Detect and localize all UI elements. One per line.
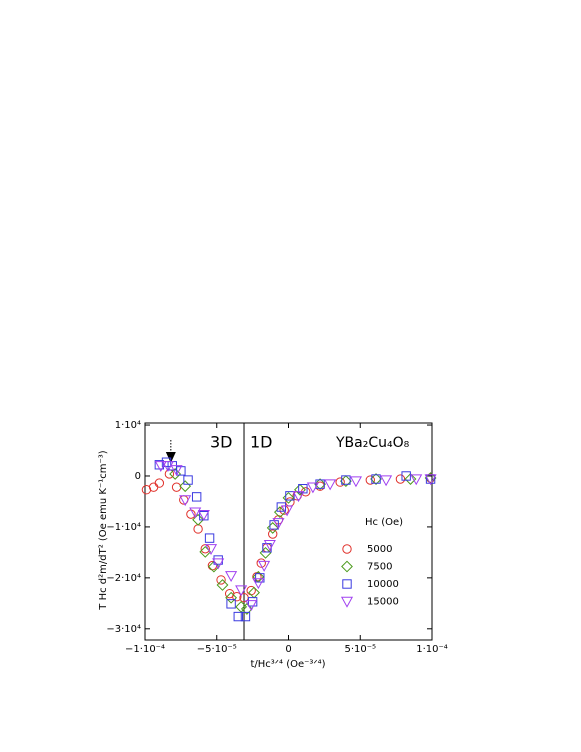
annotation-compound: YBa₂Cu₄O₈ [335,435,410,451]
data-point [266,522,279,534]
data-point [216,579,229,591]
annotation-3d: 3D [210,433,233,452]
legend-marker [340,596,354,608]
legend-label: 15000 [367,597,399,608]
data-point [410,474,423,486]
data-point [240,611,251,622]
data-point [395,474,406,484]
data-point [212,558,225,570]
y-axis-label: T Hc d²m/dT² (Oe emu K⁻¹cm⁻³) [98,450,109,610]
data-point [276,502,287,512]
data-point [248,586,260,599]
data-point [216,575,226,585]
data-point [281,505,294,517]
data-point [232,592,242,602]
data-point [226,599,236,609]
data-point [424,474,437,486]
x-tick-label: −1·10⁻⁴ [125,644,165,655]
data-point [204,533,215,543]
legend-label: 7500 [367,562,392,573]
legend-title: Hc (Oe) [365,517,403,528]
data-point [341,475,351,485]
data-point [179,495,192,507]
data-point [247,597,258,607]
x-tick-label: 5·10⁻⁵ [344,644,376,655]
y-tick-label: 1·10⁴ [115,420,141,431]
data-point [258,560,271,572]
data-point [189,507,202,519]
y-tick-label: −1·10⁴ [106,522,141,533]
data-point [401,471,411,481]
data-point [335,477,345,487]
data-point [204,544,218,556]
data-point [199,511,209,521]
data-point [282,491,295,504]
data-point [193,524,203,534]
data-point [314,478,326,491]
data-point [245,600,258,612]
data-point [315,479,325,489]
data-point [259,546,272,559]
data-point [256,558,266,568]
data-point [294,483,306,496]
data-point [255,573,265,583]
legend-marker [342,579,352,589]
data-point [365,475,375,485]
y-tick-label: −3·10⁴ [106,624,141,635]
data-point [324,479,337,491]
data-point [370,473,382,485]
data-point [285,491,295,501]
data-point [252,578,265,590]
data-point [268,529,278,539]
x-tick-label: −5·10⁻⁵ [197,644,237,655]
data-point [235,600,248,613]
data-point [240,603,253,615]
x-tick-label: 1·10⁻⁴ [416,644,448,655]
data-point [161,457,172,467]
data-point [170,465,183,477]
data-point [292,491,305,503]
data-point [161,461,175,473]
data-point [197,509,210,521]
annotation-1d: 1D [250,433,273,452]
legend-label: 10000 [367,579,399,590]
x-axis-label: t/Hc³ᐟ⁴ (Oe⁻³ᐟ⁴) [250,659,325,670]
data-point [171,482,182,492]
data-point [225,571,238,583]
data-point [179,480,192,493]
data-point [380,475,393,487]
data-point [339,475,352,487]
data-point [371,474,381,484]
data-point [141,485,152,495]
data-point [233,611,243,622]
x-tick-label: 0 [285,644,291,655]
data-point [273,506,286,519]
y-tick-label: −2·10⁴ [106,573,141,584]
legend-marker [342,544,352,554]
data-point [263,540,276,551]
data-point [235,585,248,597]
data-point [349,476,362,488]
arrow-head [165,452,176,463]
y-tick-label: 0 [135,471,141,482]
data-point [192,513,205,526]
data-point [148,482,159,492]
data-point [154,461,167,473]
data-point [404,473,417,485]
data-point [306,482,319,494]
data-point [207,560,220,573]
legend-label: 5000 [367,544,392,555]
data-point [154,478,165,488]
data-point [225,591,238,604]
data-point [199,545,212,558]
data-point [191,492,202,502]
legend-marker [341,560,353,573]
data-point [272,518,285,530]
data-point [183,475,193,485]
